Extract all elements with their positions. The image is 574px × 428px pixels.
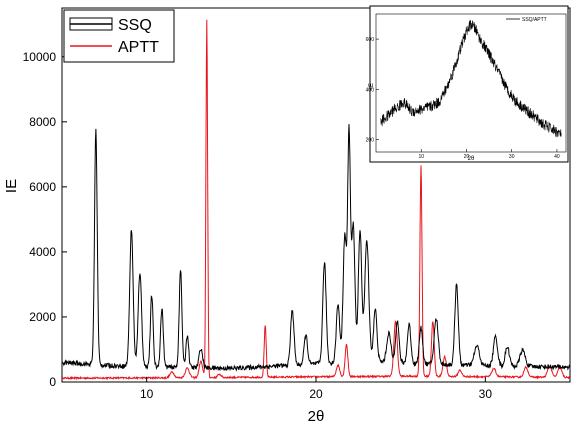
y-tick-label: 10000 — [23, 50, 57, 64]
inset-plot-area — [375, 13, 567, 153]
x-tick-label: 10 — [140, 387, 154, 401]
legend-swatch-ssq-box — [69, 17, 113, 31]
inset-y-axis-label: IE — [369, 83, 375, 89]
inset-x-tick-label: 30 — [509, 154, 515, 160]
inset-x-axis: 10 20 30 40 — [418, 149, 560, 160]
x-axis-label: 2θ — [308, 408, 325, 425]
x-tick-label: 20 — [309, 387, 323, 401]
inset-x-tick-label: 10 — [418, 154, 424, 160]
inset-y-tick-label: 600 — [366, 37, 375, 43]
y-tick-label: 6000 — [29, 180, 56, 194]
inset-y-axis: 200 400 600 — [366, 37, 379, 143]
inset-y-tick-label: 400 — [366, 87, 375, 93]
inset-x-tick-label: 20 — [464, 154, 470, 160]
inset-y-tick-label: 200 — [366, 137, 375, 143]
inset-series-group — [380, 19, 562, 138]
y-tick-label: 0 — [49, 375, 56, 389]
inset-series-line — [380, 19, 562, 138]
main-x-axis: 10 20 30 — [140, 377, 492, 401]
y-tick-label: 4000 — [29, 245, 56, 259]
y-tick-label: 2000 — [29, 310, 56, 324]
inset-chart: 200 400 600 10 20 30 40 2θ IE SSQ/APTT — [366, 5, 569, 163]
legend-box — [63, 9, 175, 63]
y-axis-label: IE — [3, 179, 20, 193]
inset-legend-entry: SSQ/APTT — [522, 17, 547, 23]
main-legend: SSQ APTT — [63, 9, 175, 63]
inset-x-tick-label: 40 — [554, 154, 560, 160]
inset-x-axis-label: 2θ — [468, 156, 475, 162]
legend-entry-ssq: SSQ — [118, 17, 152, 34]
x-tick-label: 30 — [479, 387, 493, 401]
legend-entry-aptt: APTT — [118, 39, 159, 56]
y-tick-label: 8000 — [29, 115, 56, 129]
main-y-axis: 0 2000 4000 6000 8000 10000 — [23, 50, 67, 389]
series-line-ssq — [62, 124, 570, 372]
